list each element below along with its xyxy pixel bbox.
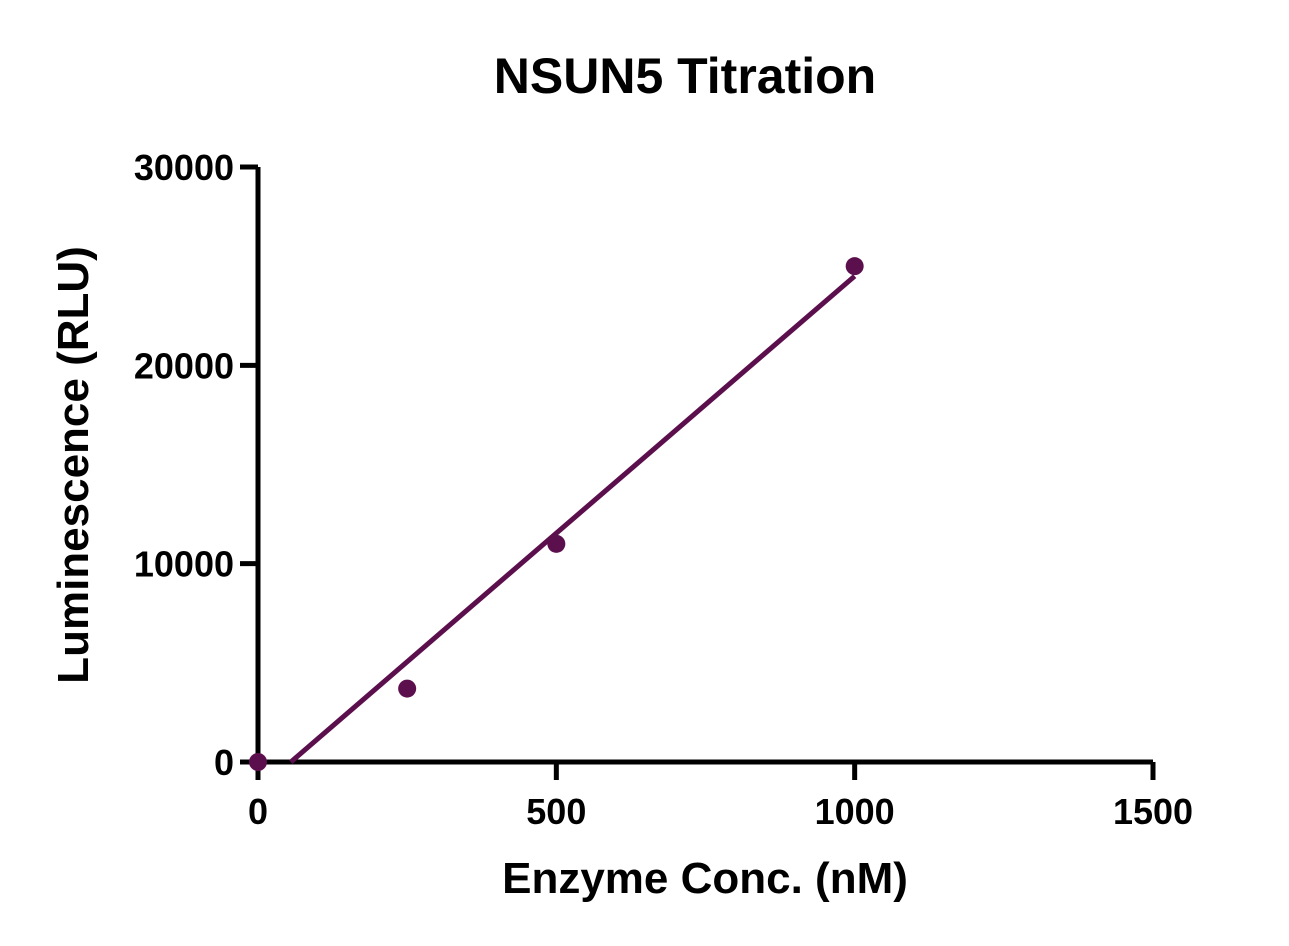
y-tick-label: 20000 — [134, 345, 234, 386]
x-tick-label: 0 — [248, 791, 268, 832]
x-axis-label: Enzyme Conc. (nM) — [502, 854, 908, 903]
y-axis-label: Luminescence (RLU) — [49, 246, 98, 684]
data-points — [249, 257, 864, 771]
y-tick-label: 0 — [214, 742, 234, 783]
x-tick-label: 1500 — [1113, 791, 1193, 832]
y-tick-label: 10000 — [134, 544, 234, 585]
x-tick-label: 500 — [526, 791, 586, 832]
axes — [255, 167, 1153, 765]
data-point — [547, 534, 566, 553]
data-point — [845, 257, 864, 276]
fit-line-group — [289, 274, 857, 764]
data-point — [249, 753, 267, 771]
y-tick-label: 30000 — [134, 147, 234, 188]
x-tick-label: 1000 — [815, 791, 895, 832]
chart-title: NSUN5 Titration — [494, 48, 876, 104]
y-axis-ticks: 0 10000 20000 30000 — [134, 147, 258, 783]
data-point — [398, 679, 417, 698]
x-axis-ticks: 0 500 1000 1500 — [248, 762, 1193, 832]
fit-line — [289, 274, 857, 764]
